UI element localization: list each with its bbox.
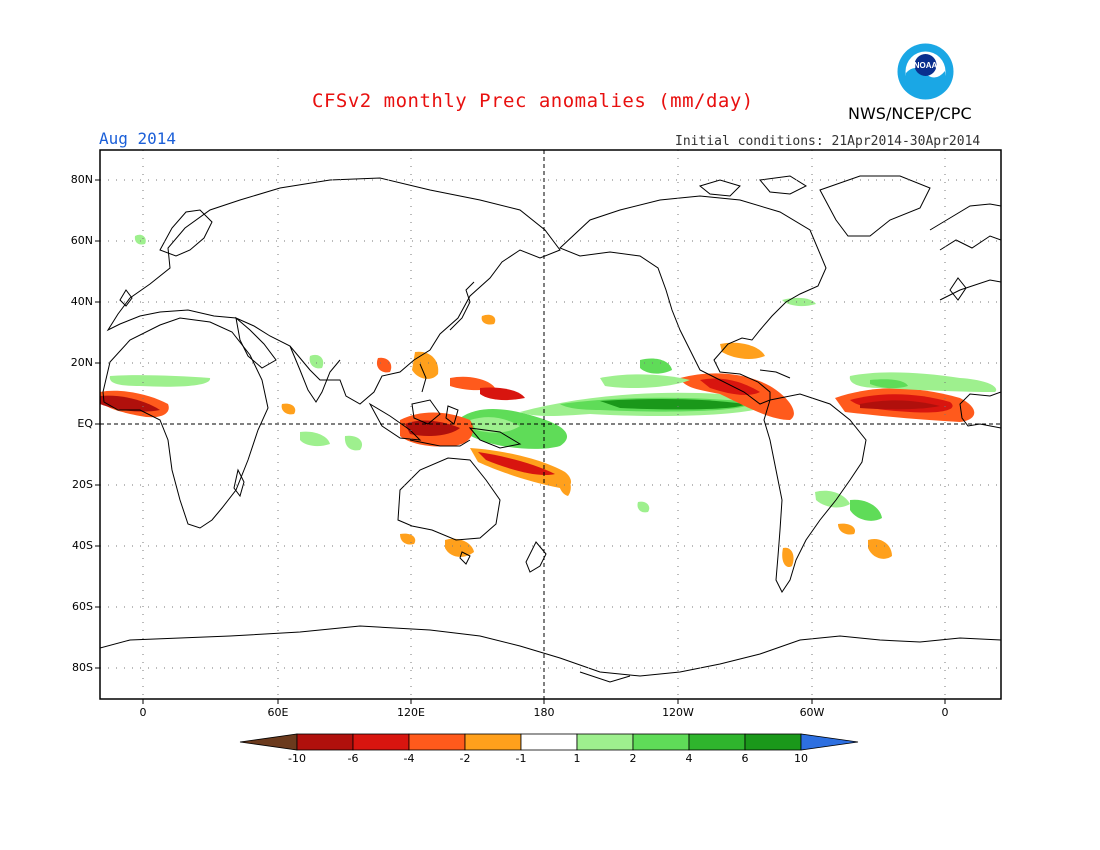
eurasia-coast	[106, 177, 561, 405]
colorbar-seg-9	[744, 733, 802, 751]
colorbar-label: 2	[629, 752, 637, 765]
lat-label: 20N	[70, 356, 93, 369]
colorbar-label: -4	[403, 752, 415, 765]
noaa-logo-text: NOAA	[914, 61, 938, 70]
colorbar-label: -10	[288, 752, 306, 765]
australia-dry	[445, 538, 474, 557]
lon-label: 120E	[397, 706, 425, 719]
colorbar-min-arrow	[239, 733, 298, 751]
south-america-wet	[815, 490, 850, 508]
anomaly-field	[100, 234, 997, 568]
lon-label: 60W	[799, 706, 825, 719]
lat-label: 60N	[70, 234, 93, 247]
forecast-month: Aug 2014	[99, 129, 177, 148]
colorbar-label: 4	[685, 752, 693, 765]
africa-coast	[102, 317, 269, 529]
coastlines	[100, 175, 1001, 683]
australia-coast	[397, 457, 501, 541]
lon-label: 0	[139, 706, 147, 719]
colorbar-seg-1	[296, 733, 354, 751]
colorbar-max-arrow	[800, 733, 859, 751]
colorbar-label: -6	[347, 752, 359, 765]
initial-conditions: Initial conditions: 21Apr2014-30Apr2014	[675, 134, 981, 149]
greenland-coast	[819, 175, 931, 237]
india-wet	[300, 431, 330, 447]
colorbar-seg-8	[688, 733, 746, 751]
lon-label: 180	[533, 706, 555, 719]
colorbar-seg-7	[632, 733, 690, 751]
agency-label: NWS/NCEP/CPC	[848, 104, 972, 123]
antarctica-coast	[100, 625, 1001, 677]
colorbar-label: -2	[459, 752, 471, 765]
lon-label: 120W	[662, 706, 694, 719]
ticks	[95, 179, 946, 704]
colorbar-seg-5	[520, 733, 578, 751]
colorbar	[239, 733, 859, 751]
colorbar-label: 1	[573, 752, 581, 765]
lat-label: 40N	[70, 295, 93, 308]
lon-label: 60E	[267, 706, 289, 719]
colorbar-seg-2	[352, 733, 410, 751]
pacific-wet-strong	[600, 399, 745, 410]
lat-label: 80S	[72, 661, 93, 674]
chart-title: CFSv2 monthly Prec anomalies (mm/day)	[312, 90, 754, 112]
noaa-logo: NOAA	[897, 43, 954, 100]
colorbar-seg-3	[408, 733, 466, 751]
colorbar-label: 6	[741, 752, 749, 765]
africa-wet	[109, 375, 211, 387]
lat-label: 40S	[72, 539, 93, 552]
lat-label: 80N	[70, 173, 93, 186]
colorbar-seg-6	[576, 733, 634, 751]
colorbar-label: -1	[515, 752, 527, 765]
north-america-coast	[559, 195, 827, 405]
south-america-coast	[763, 393, 867, 593]
lat-label: EQ	[77, 417, 93, 430]
colorbar-seg-4	[464, 733, 522, 751]
lat-label: 20S	[72, 478, 93, 491]
philippine-dry	[412, 351, 439, 379]
lon-label: 0	[941, 706, 949, 719]
lat-label: 60S	[72, 600, 93, 613]
colorbar-label: 10	[794, 752, 808, 765]
